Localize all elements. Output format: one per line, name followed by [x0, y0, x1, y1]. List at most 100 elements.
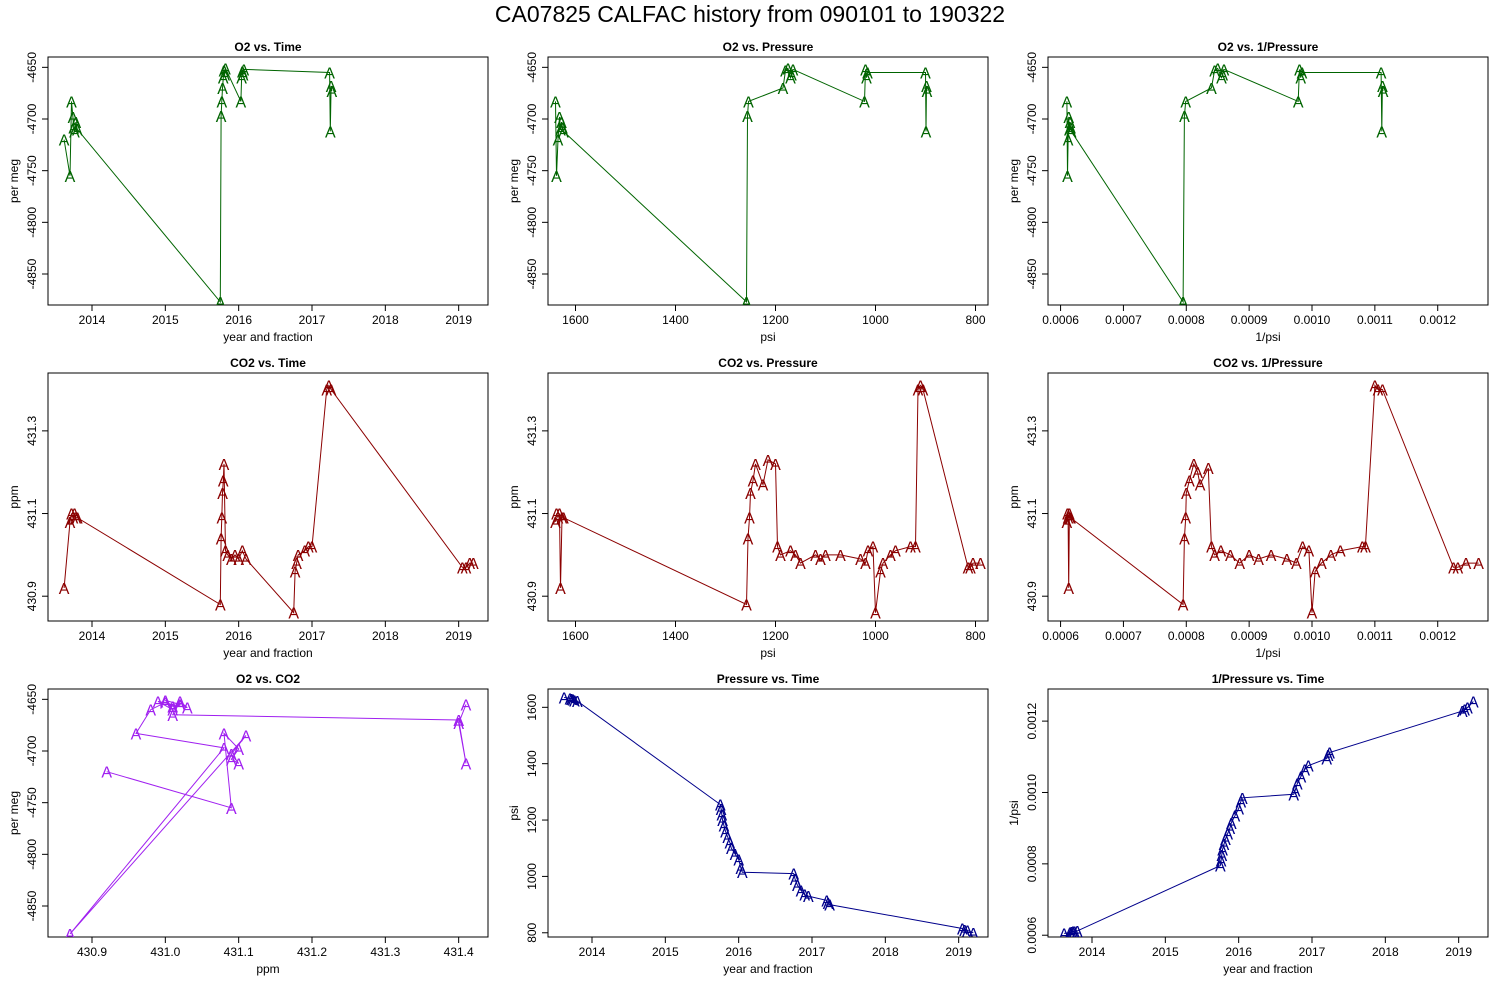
plot-frame	[1048, 373, 1488, 621]
data-point: A	[1203, 461, 1214, 478]
data-point: A	[572, 694, 583, 711]
data-point: A	[219, 741, 230, 758]
data-point: A	[1253, 552, 1264, 569]
x-axis-label: 1/psi	[1255, 330, 1280, 344]
panel-title: O2 vs. Time	[234, 40, 301, 54]
x-tick-label: 2016	[1225, 945, 1252, 959]
data-point: A	[1219, 62, 1230, 79]
data-point: A	[236, 94, 247, 111]
x-tick-label: 2016	[725, 945, 752, 959]
data-point: A	[65, 169, 76, 186]
x-tick-label: 2018	[872, 945, 899, 959]
data-point: A	[737, 865, 748, 882]
x-tick-label: 2015	[652, 945, 679, 959]
figure: CA07825 CALFAC history from 090101 to 19…	[0, 0, 1500, 1000]
x-tick-label: 1200	[762, 313, 789, 327]
x-tick-label: 0.0012	[1419, 629, 1456, 643]
series-line	[64, 68, 332, 302]
y-tick-label: 431.1	[525, 498, 539, 528]
x-tick-label: 2017	[1299, 945, 1326, 959]
y-axis-label: ppm	[507, 485, 521, 508]
y-tick-label: 430.9	[25, 581, 39, 611]
x-tick-label: 2015	[1152, 945, 1179, 959]
data-point: A	[1293, 94, 1304, 111]
x-tick-label: 1200	[762, 629, 789, 643]
y-tick-label: -4650	[25, 684, 39, 715]
panel-7: O2 vs. CO2 430.9 431.0 431.1 431.2 431.3 431.4…	[7, 672, 488, 976]
plot-frame	[1048, 57, 1488, 305]
panel-8: Pressure vs. Time2014 2015 2016 2017 2018 201…	[507, 672, 988, 976]
panel-3: O2 vs. 1/Pressure0.0006 0.0007 0.0008 0.000…	[1007, 40, 1488, 344]
data-point: A	[215, 597, 226, 614]
x-tick-label: 0.0006	[1042, 629, 1079, 643]
data-point: A	[742, 109, 753, 126]
y-tick-label: 0.0010	[1025, 774, 1039, 811]
data-point: A	[870, 606, 881, 623]
y-tick-label: -4850	[525, 258, 539, 289]
y-tick-label: -4700	[25, 735, 39, 766]
data-point: A	[325, 124, 336, 141]
y-tick-label: -4850	[1025, 258, 1039, 289]
x-tick-label: 2018	[372, 313, 399, 327]
x-tick-label: 431.3	[370, 945, 400, 959]
x-tick-label: 2016	[225, 629, 252, 643]
data-point: A	[226, 801, 237, 818]
data-point: A	[558, 124, 569, 141]
data-point: A	[72, 511, 83, 528]
data-point: A	[550, 94, 561, 111]
x-tick-label: 1600	[562, 313, 589, 327]
data-point: A	[788, 62, 799, 79]
data-point: A	[1376, 124, 1387, 141]
data-point: A	[1378, 84, 1389, 101]
y-tick-label: -4700	[525, 103, 539, 134]
y-tick-label: -4750	[525, 155, 539, 186]
x-tick-label: 0.0007	[1105, 313, 1142, 327]
data-point: A	[238, 62, 249, 79]
data-point: A	[744, 511, 755, 528]
x-tick-label: 0.0009	[1231, 629, 1268, 643]
panel-6: CO2 vs. 1/Pressure0.0006 0.0007 0.0008 0.00…	[1007, 356, 1488, 660]
x-tick-label: 2019	[945, 945, 972, 959]
x-axis-label: year and fraction	[1223, 962, 1312, 976]
data-point: A	[862, 66, 873, 83]
x-tick-label: 800	[965, 313, 985, 327]
series-line	[556, 68, 928, 302]
plot-area: AAAAAAAAAAAAAAAAAAA AAAAAA AAAAAAA	[559, 690, 979, 942]
panel-title: CO2 vs. Pressure	[718, 356, 818, 370]
x-tick-label: 1000	[862, 629, 889, 643]
data-point: A	[1307, 606, 1318, 623]
x-tick-label: 0.0010	[1294, 629, 1331, 643]
y-tick-label: 430.9	[525, 581, 539, 611]
data-point: A	[1063, 581, 1074, 598]
data-point: A	[743, 531, 754, 548]
data-point: A	[820, 548, 831, 565]
panel-title: CO2 vs. Time	[230, 356, 306, 370]
x-tick-label: 2019	[445, 313, 472, 327]
data-point: A	[131, 726, 142, 743]
data-point: A	[59, 581, 70, 598]
x-tick-label: 2018	[1372, 945, 1399, 959]
x-tick-label: 0.0012	[1419, 313, 1456, 327]
panel-title: O2 vs. CO2	[236, 672, 300, 686]
y-tick-label: -4750	[1025, 155, 1039, 186]
x-tick-label: 2015	[152, 313, 179, 327]
series-line	[1064, 702, 1473, 934]
x-axis-label: psi	[760, 330, 775, 344]
plot-area: AAAAAAAAAAAAAAAAAAAAAAAAA	[1062, 61, 1389, 312]
panel-4: CO2 vs. Time2014 2015 2016 2017 2018 2019430.…	[7, 356, 488, 660]
x-tick-label: 2018	[372, 629, 399, 643]
series-line	[1067, 385, 1479, 612]
data-point: A	[241, 729, 252, 746]
data-point: A	[1180, 94, 1191, 111]
x-axis-label: ppm	[256, 962, 279, 976]
y-tick-label: 1600	[525, 694, 539, 721]
data-point: A	[1195, 478, 1206, 495]
y-tick-label: 800	[525, 922, 539, 942]
plot-frame	[1048, 689, 1488, 937]
figure-title: CA07825 CALFAC history from 090101 to 19…	[495, 1, 1005, 27]
x-axis-label: 1/psi	[1255, 646, 1280, 660]
plot-frame	[548, 689, 988, 937]
x-tick-label: 0.0008	[1168, 313, 1205, 327]
data-point: A	[1303, 759, 1314, 776]
y-tick-label: 1000	[525, 863, 539, 890]
